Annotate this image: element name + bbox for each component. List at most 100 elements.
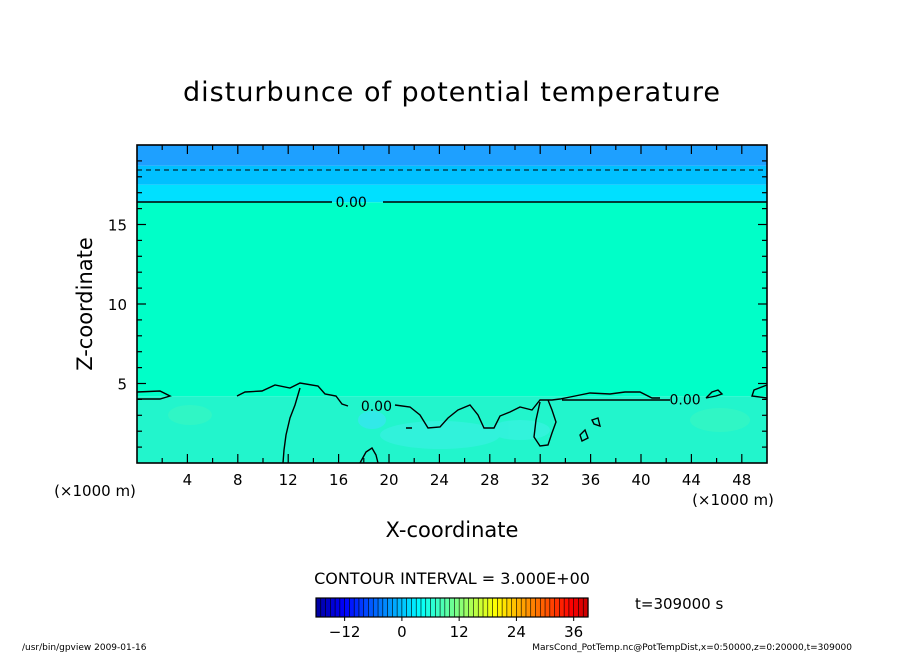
- contour-lines: [136, 169, 768, 464]
- x-unit-left: (×1000 m): [54, 482, 136, 500]
- colorbar-cell: [539, 597, 546, 618]
- colorbar-cell: [368, 597, 374, 618]
- x-tick-label: 12: [279, 471, 298, 489]
- colorbar-cell: [487, 597, 494, 618]
- colorbar-cell: [363, 597, 370, 618]
- colorbar-cell: [568, 597, 575, 618]
- colorbar-cell: [530, 597, 537, 618]
- y-tick-label: 5: [117, 376, 127, 394]
- colorbar-cell: [563, 597, 570, 618]
- colorbar-cell: [349, 597, 355, 618]
- colorbar-cell: [392, 597, 398, 618]
- field-layers: [137, 145, 767, 463]
- contour-label: 0.00: [670, 392, 701, 408]
- y-tick-labels: 5 10 15: [108, 217, 127, 394]
- colorbar-cell: [463, 597, 470, 618]
- colorbar-cell: [339, 597, 346, 618]
- footer-right: MarsCond_PotTemp.nc@PotTempDist,x=0:5000…: [532, 643, 852, 653]
- colorbar-cell: [406, 597, 413, 618]
- x-tick-label: 44: [682, 471, 701, 489]
- colorbar-cell: [516, 597, 522, 618]
- colorbar-cell: [492, 597, 498, 618]
- time-label: t=309000 s: [635, 595, 723, 613]
- colorbar-cell: [377, 597, 384, 618]
- field-layer-4: [137, 145, 767, 166]
- colorbar-cell: [439, 597, 446, 618]
- plot-area: 0.00 0.00 0.00: [136, 144, 768, 464]
- colorbar-cell: [334, 597, 341, 618]
- colorbar-cell: [382, 597, 389, 618]
- y-tick-label: 15: [108, 217, 127, 235]
- x-tick-label: 32: [531, 471, 550, 489]
- colorbar-cell: [501, 597, 508, 618]
- x-tick-label: 16: [329, 471, 348, 489]
- colorbar-tick-label: 24: [507, 623, 526, 641]
- x-tick-label: 20: [379, 471, 398, 489]
- contour-label: 0.00: [336, 195, 367, 211]
- colorbar-cell: [387, 597, 393, 618]
- contour-bottom-zero: [136, 382, 768, 464]
- colorbar-cell: [330, 597, 336, 618]
- colorbar-frame: [315, 597, 589, 618]
- x-tick-label: 48: [732, 471, 751, 489]
- x-tick-label: 36: [581, 471, 600, 489]
- field-layer-3: [137, 165, 767, 185]
- contour-interval-label: CONTOUR INTERVAL = 3.000E+00: [314, 569, 590, 588]
- colorbar-cell: [358, 597, 365, 618]
- x-tick-label: 4: [183, 471, 193, 489]
- colorbar-cell: [477, 597, 484, 618]
- colorbar-tick-label: 36: [564, 623, 583, 641]
- colorbar-cell: [506, 597, 513, 618]
- colorbar-cell: [573, 597, 580, 618]
- colorbar-cell: [420, 597, 427, 618]
- colorbar-cell: [535, 597, 541, 618]
- colorbar-cell: [401, 597, 408, 618]
- colorbar-tick-labels: −12 0 12 24 36: [329, 617, 583, 641]
- chart-title: disturbunce of potential temperature: [183, 77, 721, 108]
- axis-ticks: [137, 145, 767, 463]
- colorbar-cell: [434, 597, 441, 618]
- y-axis-title: Z-coordinate: [73, 237, 97, 371]
- colorbar-cell: [458, 597, 465, 618]
- colorbar-cell: [497, 597, 503, 618]
- colorbar-cell: [454, 597, 460, 618]
- x-tick-label: 24: [430, 471, 449, 489]
- x-tick-label: 28: [480, 471, 499, 489]
- colorbar-cell: [430, 597, 436, 618]
- colorbar-cell: [396, 597, 403, 618]
- field-layer-2: [137, 184, 767, 203]
- colorbar-cell: [520, 597, 527, 618]
- footer-left: /usr/bin/gpview 2009-01-16: [22, 643, 147, 653]
- colorbar-cell: [449, 597, 455, 618]
- x-tick-label: 40: [631, 471, 650, 489]
- x-tick-label: 8: [233, 471, 243, 489]
- x-axis-title: X-coordinate: [386, 518, 519, 542]
- contour-labels: 0.00 0.00 0.00: [336, 195, 701, 415]
- colorbar-cell: [425, 597, 432, 618]
- colorbar-cell: [549, 597, 556, 618]
- x-unit-right: (×1000 m): [692, 491, 774, 509]
- colorbar-cell: [468, 597, 475, 618]
- colorbar-cell: [578, 597, 584, 618]
- y-tick-label: 10: [108, 296, 127, 314]
- contour-label: 0.00: [361, 399, 392, 415]
- colorbar-cell: [353, 597, 360, 618]
- colorbar-cell: [554, 597, 560, 618]
- colorbar-cell: [411, 597, 417, 618]
- colorbar-cell: [559, 597, 565, 618]
- field-layer-1: [137, 202, 767, 397]
- colorbar-cell: [525, 597, 532, 618]
- colorbar-tick-label: 12: [450, 623, 469, 641]
- colorbar: [315, 597, 589, 618]
- colorbar-cell: [444, 597, 451, 618]
- colorbar-cell: [344, 597, 351, 618]
- colorbar-cell: [415, 597, 422, 618]
- colorbar-cell: [320, 597, 327, 618]
- colorbar-cell: [372, 597, 379, 618]
- colorbar-cell: [544, 597, 551, 618]
- colorbar-tick-label: −12: [329, 623, 361, 641]
- colorbar-tick-label: 0: [397, 623, 407, 641]
- colorbar-cell: [482, 597, 489, 618]
- colorbar-cell: [511, 597, 518, 618]
